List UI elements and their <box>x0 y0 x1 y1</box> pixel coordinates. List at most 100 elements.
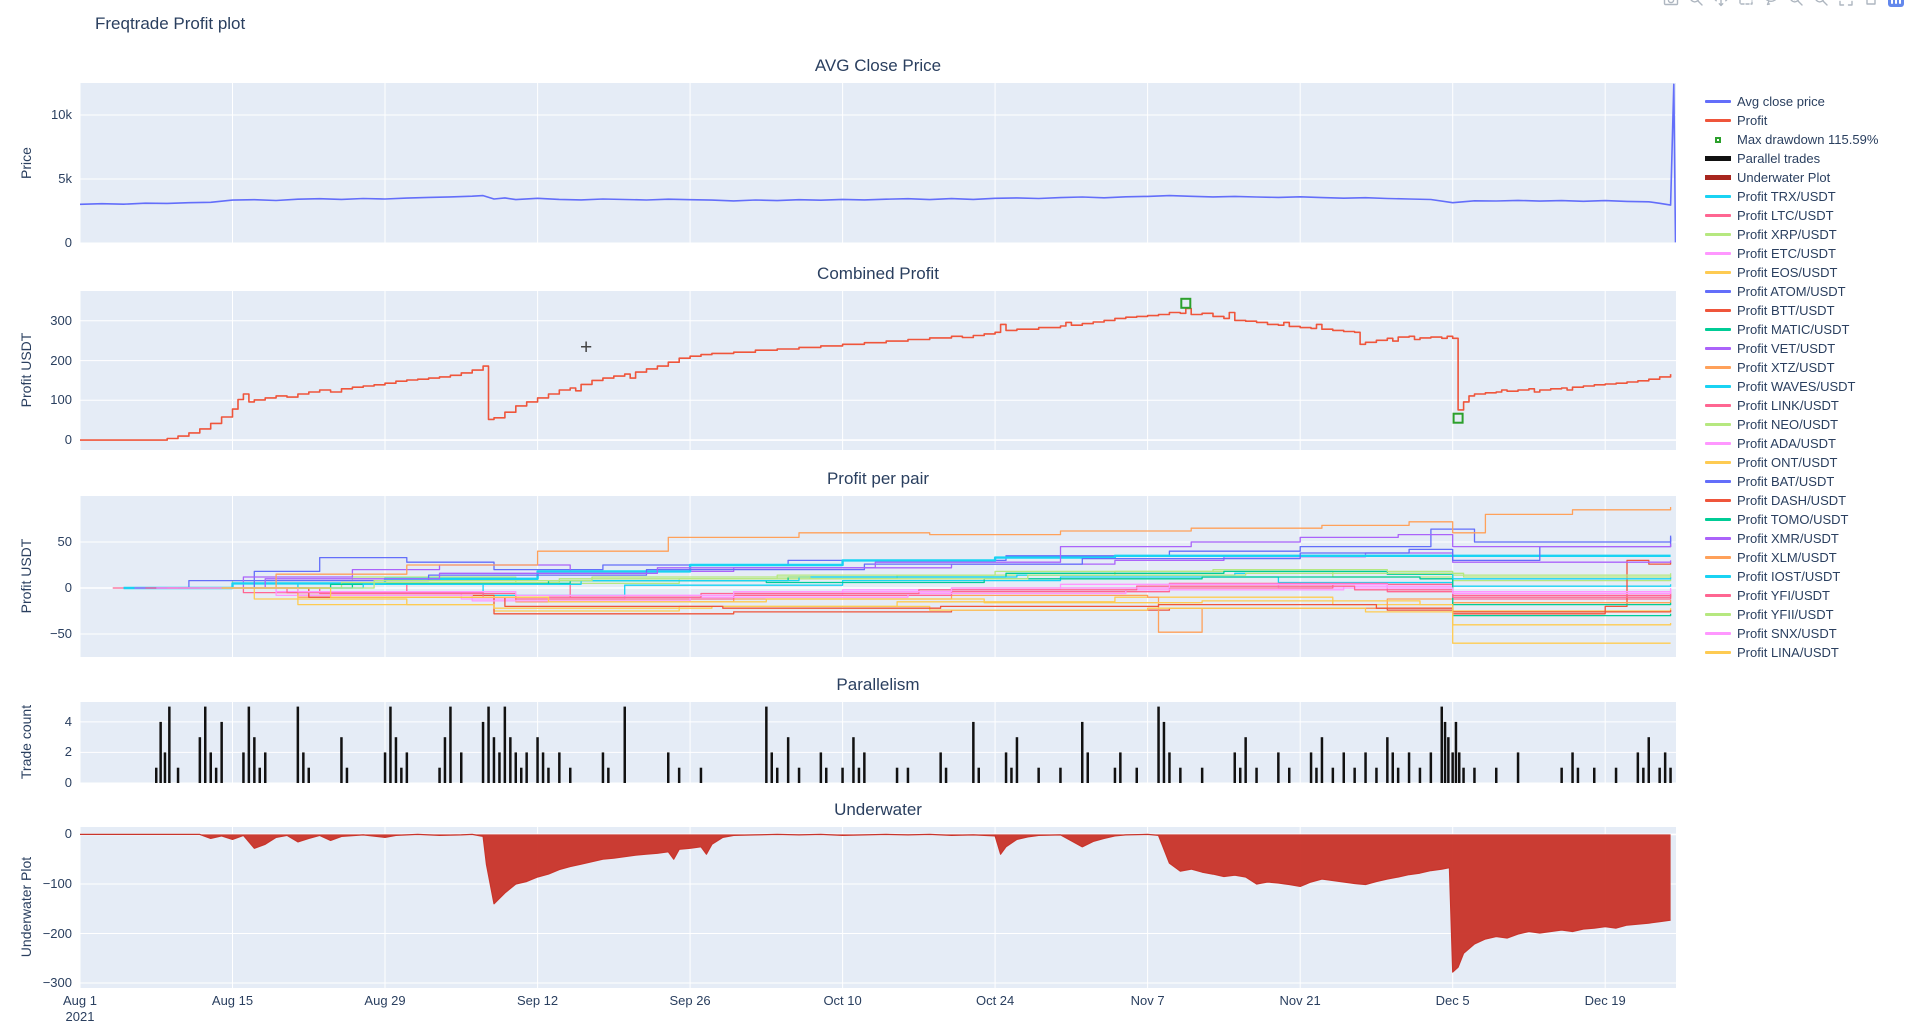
zoom-icon[interactable] <box>1688 0 1704 12</box>
x-tick-label: Aug 15 <box>211 993 254 1008</box>
subplot-title-profit-per-pair: Profit per pair <box>826 469 930 488</box>
legend-label: Profit XLM/USDT <box>1737 550 1837 565</box>
legend-item-profit-xtz-usdt[interactable]: Profit XTZ/USDT <box>1705 358 1878 377</box>
reset-axes-icon[interactable] <box>1863 0 1879 12</box>
legend-label: Profit BTT/USDT <box>1737 303 1835 318</box>
legend-label: Underwater Plot <box>1737 170 1831 185</box>
plot-area-avg-close-price[interactable] <box>80 83 1676 243</box>
zoom-out-icon[interactable] <box>1813 0 1829 12</box>
y-tick-label: −200 <box>42 925 72 941</box>
legend-item-profit-vet-usdt[interactable]: Profit VET/USDT <box>1705 339 1878 358</box>
legend-item-parallel-trades[interactable]: Parallel trades <box>1705 149 1878 168</box>
legend-item-profit-iost-usdt[interactable]: Profit IOST/USDT <box>1705 567 1878 586</box>
legend-item-profit-tomo-usdt[interactable]: Profit TOMO/USDT <box>1705 510 1878 529</box>
lasso-icon[interactable] <box>1763 0 1779 12</box>
x-tick-label: Sep 26 <box>669 993 711 1008</box>
legend-line-swatch-icon <box>1705 175 1731 180</box>
legend-line-swatch-icon <box>1705 499 1731 502</box>
legend-line-swatch-icon <box>1705 594 1731 597</box>
legend-label: Profit XMR/USDT <box>1737 531 1839 546</box>
legend-item-profit-link-usdt[interactable]: Profit LINK/USDT <box>1705 396 1878 415</box>
box-select-icon[interactable] <box>1738 0 1754 12</box>
legend-label: Profit LINA/USDT <box>1737 645 1839 660</box>
legend-item-profit-eos-usdt[interactable]: Profit EOS/USDT <box>1705 263 1878 282</box>
legend-item-profit-trx-usdt[interactable]: Profit TRX/USDT <box>1705 187 1878 206</box>
legend-item-profit-snx-usdt[interactable]: Profit SNX/USDT <box>1705 624 1878 643</box>
legend-line-swatch-icon <box>1705 309 1731 312</box>
autoscale-icon[interactable] <box>1838 0 1854 12</box>
zoom-in-icon[interactable] <box>1788 0 1804 12</box>
y-tick-label: 2 <box>64 744 72 760</box>
legend-item-profit-atom-usdt[interactable]: Profit ATOM/USDT <box>1705 282 1878 301</box>
legend-item-profit-ont-usdt[interactable]: Profit ONT/USDT <box>1705 453 1878 472</box>
legend-label: Profit SNX/USDT <box>1737 626 1837 641</box>
legend-item-profit-ltc-usdt[interactable]: Profit LTC/USDT <box>1705 206 1878 225</box>
y-axis-title-underwater-plot: Underwater Plot <box>18 856 34 958</box>
legend-item-profit-xmr-usdt[interactable]: Profit XMR/USDT <box>1705 529 1878 548</box>
legend-item-max-drawdown-115-59[interactable]: Max drawdown 115.59% <box>1705 130 1878 149</box>
y-tick-label: 0 <box>64 826 72 842</box>
legend-label: Profit EOS/USDT <box>1737 265 1838 280</box>
x-tick-label: Aug 29 <box>364 993 406 1008</box>
legend-label: Profit <box>1737 113 1768 128</box>
subplot-title-underwater: Underwater <box>834 800 922 819</box>
legend-item-profit-xlm-usdt[interactable]: Profit XLM/USDT <box>1705 548 1878 567</box>
legend-label: Profit ATOM/USDT <box>1737 284 1846 299</box>
legend-line-swatch-icon <box>1705 537 1731 540</box>
legend-label: Avg close price <box>1737 94 1825 109</box>
legend-label: Profit XTZ/USDT <box>1737 360 1835 375</box>
legend-item-profit-waves-usdt[interactable]: Profit WAVES/USDT <box>1705 377 1878 396</box>
legend-label: Profit VET/USDT <box>1737 341 1836 356</box>
plot-area-parallelism[interactable] <box>80 702 1676 783</box>
legend-item-profit-yfi-usdt[interactable]: Profit YFI/USDT <box>1705 586 1878 605</box>
plot-area-profit-per-pair[interactable] <box>80 496 1676 657</box>
y-tick-label: 10k <box>51 107 72 122</box>
pan-icon[interactable] <box>1713 0 1729 12</box>
legend-item-profit[interactable]: Profit <box>1705 111 1878 130</box>
legend-line-swatch-icon <box>1705 480 1731 483</box>
legend-line-swatch-icon <box>1705 556 1731 559</box>
plotly-logo-icon[interactable] <box>1888 0 1904 9</box>
legend-label: Profit YFI/USDT <box>1737 588 1830 603</box>
legend-item-profit-etc-usdt[interactable]: Profit ETC/USDT <box>1705 244 1878 263</box>
camera-icon[interactable] <box>1663 0 1679 12</box>
legend-item-profit-matic-usdt[interactable]: Profit MATIC/USDT <box>1705 320 1878 339</box>
x-tick-label: Dec 5 <box>1435 993 1470 1008</box>
legend-line-swatch-icon <box>1705 271 1731 274</box>
legend-label: Profit BAT/USDT <box>1737 474 1835 489</box>
legend-line-swatch-icon <box>1705 195 1731 198</box>
legend-item-profit-btt-usdt[interactable]: Profit BTT/USDT <box>1705 301 1878 320</box>
legend-item-profit-yfii-usdt[interactable]: Profit YFII/USDT <box>1705 605 1878 624</box>
y-tick-label: 0 <box>64 580 72 595</box>
legend-item-avg-close-price[interactable]: Avg close price <box>1705 92 1878 111</box>
legend-item-profit-dash-usdt[interactable]: Profit DASH/USDT <box>1705 491 1878 510</box>
legend-item-underwater-plot[interactable]: Underwater Plot <box>1705 168 1878 187</box>
legend-line-swatch-icon <box>1705 366 1731 369</box>
legend-line-swatch-icon <box>1705 214 1731 217</box>
plot-area-underwater[interactable] <box>80 827 1676 988</box>
y-tick-label: 100 <box>50 392 72 408</box>
y-tick-label: 50 <box>57 534 72 549</box>
legend-label: Profit ETC/USDT <box>1737 246 1836 261</box>
legend-item-profit-xrp-usdt[interactable]: Profit XRP/USDT <box>1705 225 1878 244</box>
y-tick-label: 0 <box>64 432 72 448</box>
legend-label: Profit LTC/USDT <box>1737 208 1834 223</box>
x-tick-label: Oct 10 <box>823 993 862 1008</box>
legend-item-profit-bat-usdt[interactable]: Profit BAT/USDT <box>1705 472 1878 491</box>
legend-line-swatch-icon <box>1705 233 1731 236</box>
legend-item-profit-lina-usdt[interactable]: Profit LINA/USDT <box>1705 643 1878 662</box>
legend-item-profit-ada-usdt[interactable]: Profit ADA/USDT <box>1705 434 1878 453</box>
legend-line-swatch-icon <box>1705 290 1731 293</box>
legend-label: Profit ONT/USDT <box>1737 455 1838 470</box>
legend: Avg close price Profit Max drawdown 115.59… <box>1705 92 1878 662</box>
legend-label: Profit ADA/USDT <box>1737 436 1836 451</box>
legend-line-swatch-icon <box>1705 575 1731 578</box>
subplot-title-combined-profit: Combined Profit <box>817 264 939 283</box>
legend-label: Profit NEO/USDT <box>1737 417 1839 432</box>
legend-label: Profit XRP/USDT <box>1737 227 1837 242</box>
plot-area-combined-profit[interactable] <box>80 291 1676 450</box>
legend-label: Profit TRX/USDT <box>1737 189 1836 204</box>
legend-label: Max drawdown 115.59% <box>1737 132 1879 147</box>
legend-line-swatch-icon <box>1705 328 1731 331</box>
legend-item-profit-neo-usdt[interactable]: Profit NEO/USDT <box>1705 415 1878 434</box>
